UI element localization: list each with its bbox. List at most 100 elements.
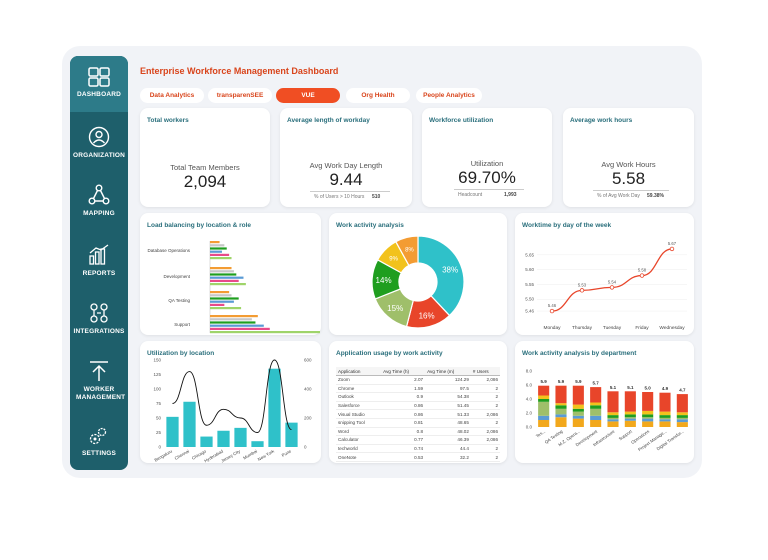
table-row[interactable]: Zoom 2.07 124.29 2,086 (336, 375, 500, 385)
table-row[interactable]: OneNote 0.53 32.2 2 (336, 452, 500, 462)
bar-segment (642, 392, 654, 411)
sidebar-item-organization[interactable]: ORGANIZATION (70, 126, 128, 160)
kpi-sub-label: % of Avg Work Day (597, 193, 640, 199)
table-row[interactable]: techworld 0.74 44.4 2 (336, 444, 500, 454)
data-label: 5.9 (575, 379, 582, 384)
bar (210, 253, 230, 256)
bar (210, 297, 239, 300)
tab-transparensee[interactable]: transparenSEE (208, 88, 272, 103)
table-cell: 2 (470, 418, 500, 428)
utilization-location-panel: Utilization by location 0 25 50 75 100 125 150… (140, 341, 321, 463)
table-row[interactable]: Chrome 1.59 97.5 2 (336, 384, 500, 394)
table-cell: 0.9 (381, 392, 426, 402)
bar-segment (555, 414, 567, 418)
bar-segment (659, 415, 671, 418)
data-label: 9% (389, 257, 398, 263)
utilization-location-chart: 0 25 50 75 100 125 150 0 200 400 600 Bengaluru Chenn… (153, 358, 312, 464)
bar-segment (555, 405, 567, 409)
table-cell: 54.38 (425, 392, 471, 402)
tab-data-analytics[interactable]: Data Analytics (140, 88, 204, 103)
tab-people-analytics[interactable]: People Analytics (416, 88, 482, 103)
tab-org-health[interactable]: Org Health (346, 88, 410, 103)
bar (210, 294, 232, 297)
person-icon (88, 126, 110, 148)
tick-label: 8.0 (526, 369, 533, 374)
bar-segment (676, 412, 688, 416)
sidebar-item-reports[interactable]: REPORTS (70, 244, 128, 278)
kpi-sub-label: Headcount (458, 192, 483, 198)
table-cell: 2 (470, 452, 500, 462)
kpi-card-total-workers: Total workers Total Team Members 2,094 (140, 108, 270, 207)
table-row[interactable]: Outlook 0.9 54.38 2 (336, 392, 500, 402)
tick-label: 6.0 (526, 383, 533, 388)
sidebar-item-dashboard[interactable]: DASHBOARD (70, 56, 128, 112)
bar-segment (607, 421, 619, 427)
card-title: Average work hours (570, 117, 633, 124)
table-row[interactable]: Salesforce 0.86 51.45 2 (336, 401, 500, 411)
bar (210, 327, 270, 330)
data-label: 5.53 (578, 282, 587, 287)
tick-label: 125 (153, 372, 161, 377)
tick-label: New York (257, 448, 276, 462)
tick-label: 150 (153, 358, 161, 363)
sidebar-item-settings[interactable]: SETTINGS (70, 426, 128, 458)
bar (210, 300, 234, 303)
tick-label: Jersey City (220, 448, 242, 463)
sidebar-item-worker-management[interactable]: WORKER MANAGEMENT (70, 360, 128, 402)
bar-segment (642, 421, 654, 427)
table-row[interactable]: Word 0.8 48.02 2,086 (336, 427, 500, 437)
bar (210, 315, 258, 318)
sidebar-item-mapping[interactable]: MAPPING (70, 184, 128, 218)
table-cell: 51.33 (425, 409, 471, 419)
table-cell: 2 (470, 384, 500, 394)
tick-label: Support (174, 322, 191, 327)
bar-segment (538, 395, 550, 399)
data-point (639, 273, 645, 278)
bar-segment (642, 417, 654, 419)
bar (210, 241, 220, 244)
bar (210, 273, 237, 276)
bar-segment (555, 403, 567, 406)
data-point (579, 288, 585, 293)
card-title: Average length of workday (287, 117, 370, 124)
bar-segment (590, 420, 602, 427)
gears-icon (89, 427, 107, 445)
data-label: 5.46 (548, 303, 557, 308)
data-label: 8% (405, 248, 414, 254)
bar (210, 303, 225, 306)
kpi-sub-value: 59.38% (647, 193, 664, 199)
table-cell: 0.86 (381, 401, 426, 411)
sidebar: DASHBOARD ORGANIZATION MAPPING REPORTS (70, 56, 128, 470)
table-cell: Salesforce (336, 401, 382, 411)
data-label: 4.9 (662, 386, 669, 391)
bar (285, 422, 298, 447)
bar-segment (624, 417, 636, 419)
work-activity-donut: 38% 16% 15% 14% 9% 8% (371, 235, 465, 329)
table-row[interactable]: snipping Tool 0.81 48.65 2 (336, 418, 500, 428)
tick-label: Tuesday (603, 325, 622, 331)
bar-segment (676, 415, 688, 418)
table-cell: 0.8 (381, 427, 426, 437)
bar (210, 247, 227, 250)
table-cell: OneNote (336, 452, 382, 462)
tick-label: 400 (304, 387, 312, 392)
card-title: Application usage by work activity (336, 350, 443, 357)
column-header[interactable]: # Users (470, 367, 500, 376)
bar-segment (624, 391, 636, 412)
column-header[interactable]: Application (336, 367, 382, 376)
kpi-card-workday: Average length of workday Avg Work Day L… (280, 108, 412, 207)
bar-segment (659, 417, 671, 420)
column-header[interactable]: Avg Time (h) (381, 367, 426, 376)
kpi-card-utilization: Workforce utilization Utilization 69.70%… (422, 108, 552, 207)
tab-vue[interactable]: VUE (276, 88, 340, 103)
table-cell: snipping Tool (336, 418, 382, 428)
kpi-value: 5.58 (611, 169, 646, 188)
column-header[interactable]: Avg Time (m) (425, 367, 471, 376)
sidebar-item-integrations[interactable]: INTEGRATIONS (70, 302, 128, 336)
table-cell: Word (336, 427, 382, 437)
table-row[interactable]: Calculator 0.77 46.39 2,086 (336, 435, 500, 445)
table-row[interactable]: Visual Studio 0.86 51.33 2,086 (336, 409, 500, 419)
table-cell: 2.07 (381, 375, 426, 385)
tick-label: 5.65 (525, 252, 534, 257)
